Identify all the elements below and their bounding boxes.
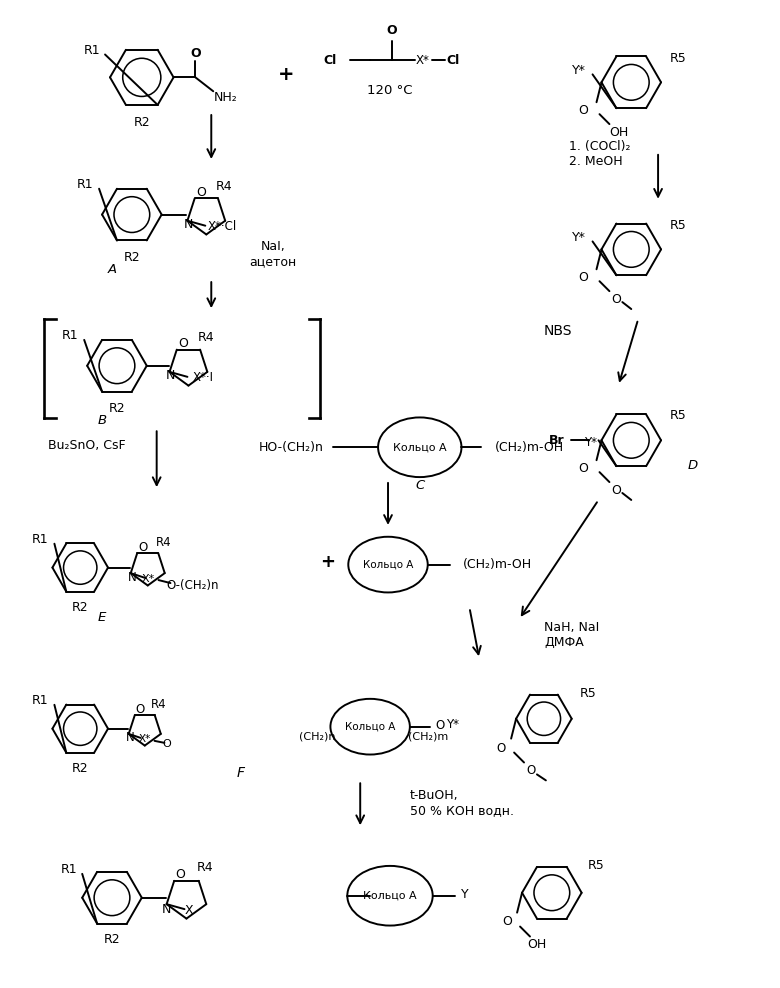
Text: OH: OH bbox=[527, 938, 547, 951]
Text: 2. MeOH: 2. MeOH bbox=[569, 155, 622, 168]
Text: O: O bbox=[502, 915, 512, 928]
Text: +: + bbox=[278, 65, 294, 84]
Text: R2: R2 bbox=[104, 933, 120, 946]
Text: R1: R1 bbox=[77, 178, 94, 192]
Text: A: A bbox=[108, 263, 116, 276]
Text: Bu₂SnO, CsF: Bu₂SnO, CsF bbox=[48, 439, 126, 452]
Text: R2: R2 bbox=[72, 601, 89, 614]
Text: X: X bbox=[184, 904, 193, 917]
Text: Br: Br bbox=[549, 434, 565, 447]
Text: O: O bbox=[435, 719, 445, 732]
Text: R4: R4 bbox=[197, 862, 214, 874]
Text: O: O bbox=[190, 47, 200, 60]
Text: (CH₂)n: (CH₂)n bbox=[300, 732, 335, 742]
Text: O: O bbox=[179, 337, 189, 351]
Text: X*: X* bbox=[142, 574, 155, 584]
Text: R5: R5 bbox=[669, 409, 686, 422]
Text: Y*: Y* bbox=[584, 436, 597, 449]
Text: R4: R4 bbox=[151, 699, 166, 711]
Text: R1: R1 bbox=[83, 44, 101, 57]
Text: N: N bbox=[127, 571, 136, 584]
Text: F: F bbox=[237, 767, 245, 781]
Text: N: N bbox=[162, 903, 172, 916]
Text: (CH₂)m-OH: (CH₂)m-OH bbox=[463, 558, 532, 571]
Text: Y*: Y* bbox=[572, 64, 586, 77]
Text: O: O bbox=[579, 461, 589, 474]
Text: N: N bbox=[184, 218, 193, 231]
Text: R1: R1 bbox=[32, 534, 49, 546]
Text: Y*: Y* bbox=[446, 718, 459, 731]
Text: O: O bbox=[579, 271, 589, 284]
Text: NaI,: NaI, bbox=[261, 240, 285, 253]
Text: O: O bbox=[612, 292, 622, 305]
Text: R1: R1 bbox=[62, 329, 79, 343]
Text: NaH, NaI: NaH, NaI bbox=[544, 620, 599, 633]
Text: O-(CH₂)n: O-(CH₂)n bbox=[166, 579, 218, 592]
Text: X*·Cl: X*·Cl bbox=[207, 220, 237, 233]
Text: O: O bbox=[579, 104, 589, 117]
Text: R4: R4 bbox=[198, 331, 215, 345]
Text: R2: R2 bbox=[133, 116, 150, 128]
Text: O: O bbox=[162, 739, 171, 749]
Text: 50 % КОН водн.: 50 % КОН водн. bbox=[410, 803, 514, 817]
Text: R2: R2 bbox=[72, 762, 89, 775]
Text: R1: R1 bbox=[61, 864, 78, 876]
Text: O: O bbox=[612, 483, 622, 497]
Text: C: C bbox=[415, 478, 424, 492]
Text: ацетон: ацетон bbox=[250, 255, 296, 268]
Text: R2: R2 bbox=[108, 402, 126, 415]
Text: Кольцо А: Кольцо А bbox=[363, 559, 413, 570]
Text: Кольцо А: Кольцо А bbox=[393, 443, 447, 453]
Text: t-BuOH,: t-BuOH, bbox=[410, 788, 459, 802]
Text: R5: R5 bbox=[588, 860, 605, 872]
Text: Кольцо А: Кольцо А bbox=[345, 721, 395, 732]
Text: N: N bbox=[166, 370, 176, 382]
Text: X*: X* bbox=[416, 54, 430, 67]
Text: D: D bbox=[688, 458, 698, 471]
Text: O: O bbox=[387, 24, 397, 38]
Text: O: O bbox=[526, 764, 536, 777]
Text: Y: Y bbox=[461, 888, 468, 901]
Text: R5: R5 bbox=[669, 219, 686, 232]
Text: O: O bbox=[135, 703, 144, 716]
Text: N: N bbox=[126, 731, 134, 744]
Text: ДМФА: ДМФА bbox=[544, 635, 583, 649]
Text: O: O bbox=[497, 742, 505, 755]
Text: R4: R4 bbox=[156, 536, 172, 549]
Text: NH₂: NH₂ bbox=[213, 91, 237, 104]
Text: E: E bbox=[98, 611, 106, 623]
Text: (CH₂)m: (CH₂)m bbox=[408, 732, 448, 742]
Text: 1. (COCl)₂: 1. (COCl)₂ bbox=[569, 140, 630, 153]
Text: R4: R4 bbox=[216, 180, 232, 194]
Text: Cl: Cl bbox=[446, 54, 459, 67]
Text: OH: OH bbox=[610, 125, 629, 138]
Text: X*·I: X*·I bbox=[193, 371, 214, 384]
Text: R1: R1 bbox=[32, 695, 49, 707]
Text: 120 °C: 120 °C bbox=[367, 84, 413, 97]
Text: R5: R5 bbox=[580, 688, 597, 700]
Text: R2: R2 bbox=[123, 251, 140, 264]
Text: Кольцо А: Кольцо А bbox=[363, 891, 417, 901]
Text: O: O bbox=[176, 868, 186, 881]
Text: NBS: NBS bbox=[544, 324, 573, 338]
Text: Cl: Cl bbox=[324, 54, 337, 67]
Text: HO-(CH₂)n: HO-(CH₂)n bbox=[258, 441, 323, 453]
Text: (CH₂)m-OH: (CH₂)m-OH bbox=[495, 441, 564, 453]
Text: Y*: Y* bbox=[572, 231, 586, 244]
Text: +: + bbox=[320, 552, 335, 571]
Text: X*: X* bbox=[139, 734, 151, 744]
Text: B: B bbox=[98, 414, 107, 427]
Text: R5: R5 bbox=[669, 52, 686, 65]
Text: O: O bbox=[138, 541, 147, 554]
Text: O: O bbox=[197, 186, 206, 200]
